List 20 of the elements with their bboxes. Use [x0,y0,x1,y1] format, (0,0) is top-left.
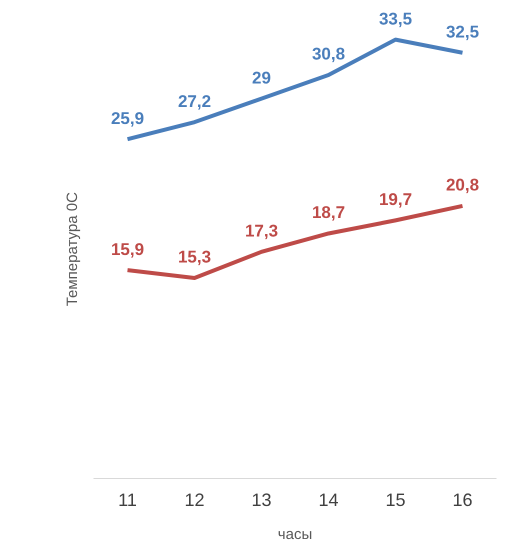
x-tick-label: 15 [385,490,406,510]
data-label: 25,9 [110,108,144,128]
x-tick-label: 12 [184,490,205,510]
data-label: 30,8 [312,44,346,64]
data-label: 27,2 [178,92,212,111]
data-label: 20,8 [446,176,480,195]
x-tick-label: 16 [452,490,473,510]
data-label: 29 [252,68,271,88]
data-label: 19,7 [378,190,412,210]
data-label: 15,9 [110,240,144,259]
data-label: 18,7 [312,203,346,222]
data-label: 15,3 [178,248,212,267]
data-label: 17,3 [244,222,278,241]
x-tick-label: 13 [251,490,272,510]
x-tick-label: 14 [318,490,339,510]
x-axis-title: часы [278,526,312,544]
x-tick-label: 11 [118,490,137,510]
data-label: 32,5 [446,22,480,42]
y-axis-title: Температура 0С [64,192,82,306]
data-label: 33,5 [378,9,412,28]
